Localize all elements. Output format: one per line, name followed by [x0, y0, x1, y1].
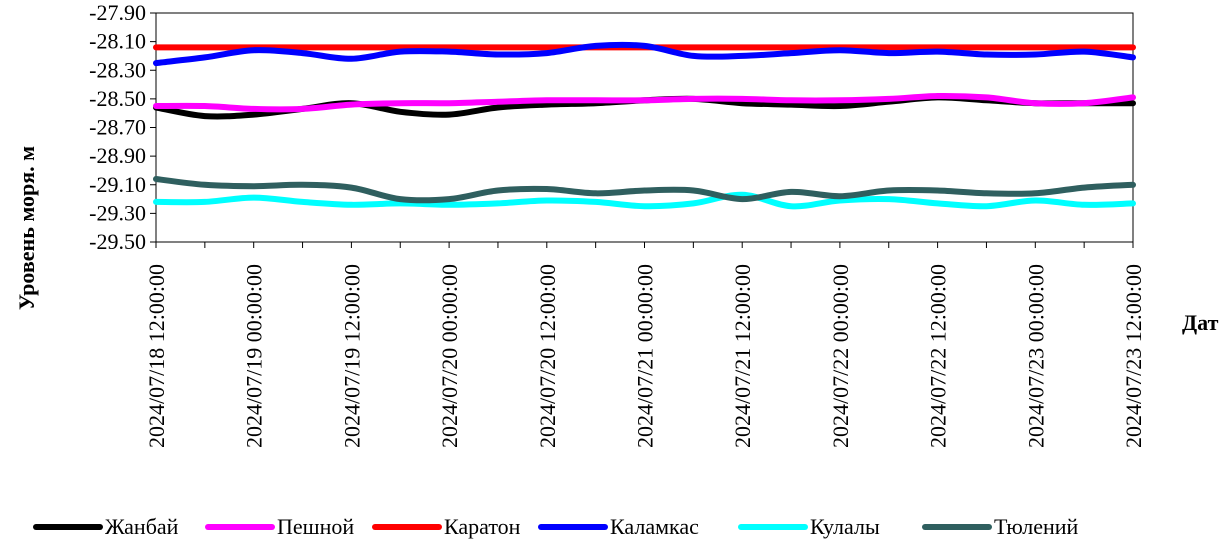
legend-label: Кулалы — [810, 514, 880, 539]
x-tick-label: 2024/07/21 00:00:00 — [633, 264, 658, 448]
legend-label: Пешной — [277, 514, 355, 539]
x-tick-label: 2024/07/22 12:00:00 — [926, 264, 951, 448]
legend-swatch — [922, 524, 992, 530]
x-tick-label: 2024/07/20 12:00:00 — [535, 264, 560, 448]
y-tick-label: -28.90 — [89, 143, 146, 168]
legend-label: Каламкас — [610, 514, 699, 539]
y-tick-label: -27.90 — [89, 0, 146, 25]
series-line-2 — [153, 92, 1136, 113]
y-tick-label: -29.10 — [89, 172, 146, 197]
y-tick-label: -28.30 — [89, 57, 146, 82]
legend-swatch — [205, 524, 275, 530]
series-line-6 — [153, 176, 1136, 204]
legend-item: Жанбай — [33, 512, 178, 542]
legend-item: Тюлений — [922, 512, 1078, 542]
legend-swatch — [33, 524, 103, 530]
legend-item: Кулалы — [738, 512, 880, 542]
y-tick-label: -28.10 — [89, 29, 146, 54]
line-chart: -27.90 -28.10 -28.30 -28.50 -28.70 -28.90 -29.… — [14, 0, 1219, 448]
x-tick-label: 2024/07/23 00:00:00 — [1023, 264, 1048, 448]
legend: Жанбай Пешной Каратон Каламкас Кулалы Тюлений — [0, 512, 1219, 542]
legend-item: Каратон — [372, 512, 520, 542]
y-axis: -27.90 -28.10 -28.30 -28.50 -28.70 -28.90 -29.… — [89, 0, 156, 254]
legend-item: Пешной — [205, 512, 354, 542]
y-tick-label: -29.30 — [89, 200, 146, 225]
y-axis-title: Уровень моря. м — [14, 146, 39, 310]
series-line-4 — [153, 41, 1136, 67]
legend-label: Тюлений — [994, 514, 1079, 539]
legend-swatch — [538, 524, 608, 530]
x-tick-label: 2024/07/23 12:00:00 — [1121, 264, 1146, 448]
x-tick-label: 2024/07/20 00:00:00 — [437, 264, 462, 448]
y-tick-label: -28.50 — [89, 86, 146, 111]
y-tick-label: -28.70 — [89, 115, 146, 140]
legend-swatch — [738, 524, 808, 530]
y-tick-label: -29.50 — [89, 229, 146, 254]
x-tick-label: 2024/07/21 12:00:00 — [730, 264, 755, 448]
series-lines — [153, 41, 1136, 210]
legend-swatch — [372, 524, 442, 530]
x-axis: 2024/07/18 12:00:00 2024/07/19 00:00:00 20… — [144, 242, 1146, 448]
series-line-5 — [153, 191, 1136, 210]
x-tick-label: 2024/07/19 00:00:00 — [242, 264, 267, 448]
legend-label: Каратон — [444, 514, 521, 539]
legend-item: Каламкас — [538, 512, 699, 542]
x-tick-label: 2024/07/22 00:00:00 — [828, 264, 853, 448]
x-tick-label: 2024/07/19 12:00:00 — [339, 264, 364, 448]
legend-label: Жанбай — [105, 514, 179, 539]
x-tick-label: 2024/07/18 12:00:00 — [144, 264, 169, 448]
x-axis-title: Дата — [1182, 310, 1219, 335]
